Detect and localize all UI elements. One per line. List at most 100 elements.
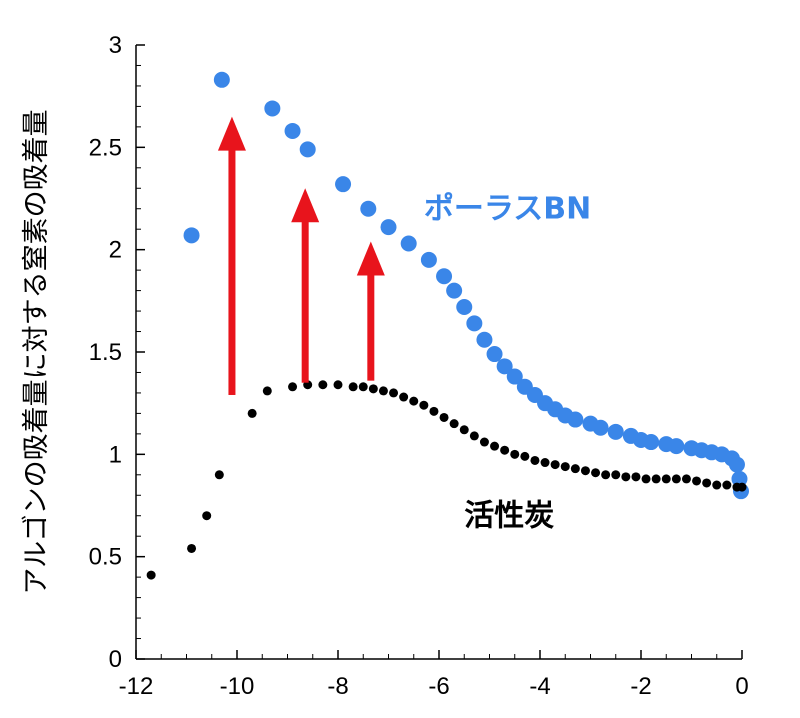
data-point [692,476,702,486]
data-point [288,382,298,392]
y-tick-label: 3 [109,32,122,59]
data-point [318,380,328,390]
data-point [429,406,439,416]
data-point [335,176,352,193]
y-ticks: 0 0.5 1 1.5 2 2.5 3 [89,32,145,673]
data-point [722,480,732,490]
data-point [601,470,611,480]
x-tick-label: -6 [428,673,449,700]
x-tick-label: -10 [220,673,255,700]
data-point [360,200,377,217]
series-activated-carbon [146,380,747,580]
data-point [400,235,417,252]
data-point [409,396,419,406]
data-point [631,472,641,482]
data-point [580,466,590,476]
data-point [459,425,469,435]
data-point [213,71,230,88]
data-point [399,392,409,402]
data-point [486,346,503,363]
data-point [439,412,449,422]
data-point [496,358,513,375]
data-point [420,251,437,268]
data-point [466,315,483,332]
data-point [146,570,156,580]
series-layer [146,71,749,580]
data-point [591,468,601,478]
data-point [737,482,747,492]
data-point [550,460,560,470]
data-point [284,122,301,139]
data-point [299,141,316,158]
data-point [380,219,397,236]
data-point [621,472,631,482]
arrow-shaft [367,273,375,381]
data-point [712,480,722,490]
data-point [500,445,510,455]
y-tick-label: 1 [109,441,122,468]
data-point [592,419,609,436]
data-point [643,434,660,451]
data-point [520,451,530,461]
arrow-head [217,116,246,151]
red-arrow [291,188,320,383]
data-point [449,419,459,429]
y-tick-label: 0 [109,646,122,673]
data-point [510,449,520,459]
data-point [567,411,584,428]
series-porous-bn [183,71,749,500]
data-point [262,386,272,396]
y-axis-label: アルゴンの吸着量に対する窒素の吸着量 [21,109,52,594]
x-tick-label: 0 [735,673,748,700]
data-point [570,464,580,474]
x-tick-label: -12 [119,673,154,700]
y-tick-label: 2.5 [89,134,122,161]
arrow-head [291,188,320,223]
data-point [611,470,621,480]
data-point [358,382,368,392]
x-tick-label: -4 [529,673,550,700]
data-point [661,474,671,484]
arrow-head [356,241,385,276]
data-point [348,382,358,392]
data-point [456,298,473,315]
data-point [490,441,500,451]
data-point [469,431,479,441]
data-point [419,400,429,410]
red-arrow [356,241,385,381]
x-tick-label: -2 [630,673,651,700]
data-point [214,470,224,480]
data-point [187,543,197,553]
x-tick-label: -8 [327,673,348,700]
data-point [530,455,540,465]
x-ticks: -12 -10 -8 -6 -4 -2 0 [119,650,749,700]
data-point [202,511,212,521]
arrow-layer [217,116,385,395]
y-tick-label: 0.5 [89,544,122,571]
data-point [378,386,388,396]
data-point [183,227,200,244]
arrow-shaft [228,148,236,395]
red-arrow [217,116,246,395]
data-point [540,458,550,468]
data-point [641,474,651,484]
data-point [333,380,343,390]
data-point [479,437,489,447]
data-point [560,462,570,472]
data-point [728,456,745,473]
data-point [446,282,463,299]
series-label-porous-bn: ポーラスBN [424,192,591,227]
series-label-activated-carbon: 活性炭 [464,499,554,534]
series-label-layer: ポーラスBN 活性炭 [424,192,591,534]
arrow-shaft [301,220,309,383]
data-point [668,438,685,455]
data-point [671,474,681,484]
data-point [702,478,712,488]
data-point [436,268,453,285]
data-point [247,408,257,418]
data-point [476,331,493,348]
data-point [264,100,281,117]
data-point [368,384,378,394]
data-point [651,474,661,484]
